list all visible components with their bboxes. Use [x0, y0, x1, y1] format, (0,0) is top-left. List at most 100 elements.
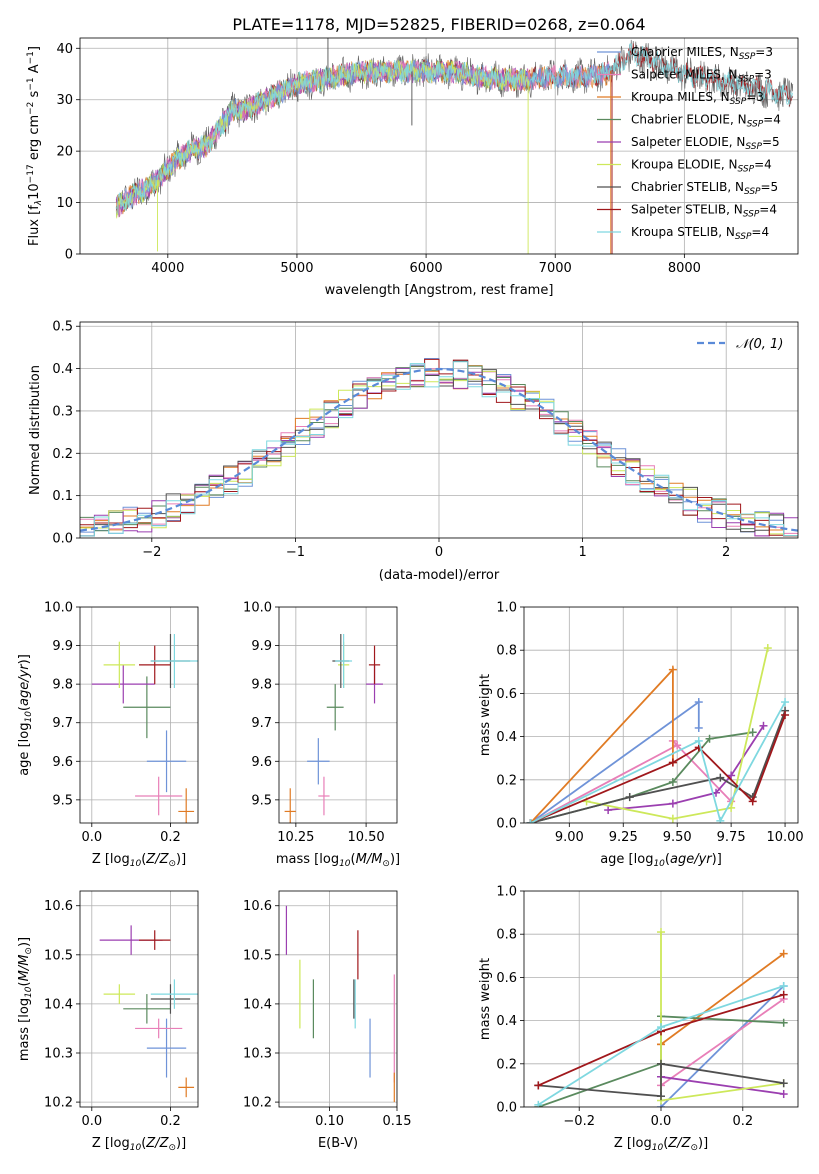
y-tick-label: 10.5 — [243, 948, 272, 963]
legend-label-salpeter_miles: Salpeter MILES, NSSP=3 — [631, 68, 772, 85]
spectrum-ylabel: Flux [fλ10−17 erg cm−2 s−1 A−1] — [26, 46, 44, 246]
y-tick-label: 10.0 — [243, 601, 272, 616]
spectrum-line-chabrier_miles — [115, 59, 610, 216]
weights_vs_Z-ylabel: mass weight — [478, 958, 493, 1040]
mass_vs_ebv-xlabel: E(B-V) — [318, 1136, 358, 1151]
legend-label-salpeter_elodie: Salpeter ELODIE, NSSP=5 — [631, 135, 780, 152]
x-tick-label: 0 — [435, 545, 443, 560]
x-tick-label: 2 — [722, 545, 730, 560]
y-tick-label: 9.7 — [251, 716, 272, 731]
mass_vs_Z-ylabel: mass [log10(M/M⊙)] — [17, 937, 34, 1061]
y-tick-label: 0.2 — [496, 773, 517, 788]
y-tick-label: 0.6 — [496, 687, 517, 702]
weight-line-chabrier_stelib — [538, 1062, 784, 1098]
x-tick-label: 9.25 — [609, 830, 638, 845]
weight-line-kroupa_miles — [660, 952, 785, 1046]
weights_vs_age-ylabel: mass weight — [478, 674, 493, 756]
y-tick-label: 10.2 — [44, 1096, 73, 1111]
y-tick-label: 0.3 — [52, 404, 73, 419]
age_vs_Z-plot — [80, 607, 198, 823]
axes-frame — [79, 890, 199, 1108]
mass_vs_Z-xlabel: Z [log10(Z/Z⊙)] — [92, 1136, 186, 1153]
y-tick-label: 0 — [65, 248, 73, 263]
x-tick-label: 0.2 — [160, 1114, 181, 1129]
weight-line-kroupa_miles — [529, 667, 674, 823]
spectrum-xlabel: wavelength [Angstrom, rest frame] — [325, 283, 554, 298]
x-tick-label: 10.25 — [277, 830, 314, 845]
x-tick-label: 9.75 — [717, 830, 746, 845]
weights_vs_Z-xlabel: Z [log10(Z/Z⊙)] — [614, 1136, 708, 1153]
weight-line-salpeter_miles — [660, 998, 785, 1087]
residual_hist-plot — [80, 322, 798, 538]
y-tick-label: 10 — [56, 196, 73, 211]
y-tick-label: 9.6 — [52, 755, 73, 770]
legend-label-kroupa_miles: Kroupa MILES, NSSP=3 — [631, 90, 764, 107]
y-tick-label: 10.6 — [243, 899, 272, 914]
spectrum-line-kroupa_stelib — [115, 42, 794, 211]
residual_hist-axes: −2 −1 0 1 2 0.0 0.1 0.2 0.3 0.4 0.5 (data-model)/er… — [28, 320, 799, 583]
age_vs_mass-xlabel: mass [log10(M/M⊙)] — [276, 852, 400, 869]
axes-frame — [523, 606, 799, 824]
age_vs_mass-plot — [279, 607, 397, 823]
y-tick-label: 9.8 — [52, 678, 73, 693]
x-tick-label: −1 — [286, 545, 305, 560]
y-tick-label: 1.0 — [496, 601, 517, 616]
normal-curve — [80, 367, 798, 532]
spectrum-plot — [80, 38, 798, 254]
legend-label-chabrier_elodie: Chabrier ELODIE, NSSP=4 — [631, 113, 781, 130]
y-tick-label: 9.9 — [52, 639, 73, 654]
y-tick-label: 9.5 — [251, 793, 272, 808]
hist-ylabel: Normed distribution — [28, 365, 43, 495]
spectrum-axes: 4000 5000 6000 7000 8000 0 10 20 30 40 wavelength … — [26, 37, 799, 298]
y-tick-label: 0.0 — [52, 532, 73, 547]
weights_vs_Z-axes: −0.2 0.0 0.2 0.0 0.2 0.4 0.6 0.8 1.0 Z [log10(Z/Z… — [478, 885, 799, 1153]
weight-line-salpeter_miles — [530, 740, 732, 823]
y-tick-label: 0.0 — [496, 817, 517, 832]
age_vs_mass-axes: 10.25 10.50 9.5 9.6 9.7 9.8 9.9 10.0 mass [log10… — [243, 601, 400, 870]
weight-line-kroupa_elodie — [586, 647, 769, 820]
y-tick-label: 10.3 — [243, 1047, 272, 1062]
y-tick-label: 10.4 — [243, 997, 272, 1012]
x-tick-label: 4000 — [151, 261, 184, 276]
weights_vs_age-plot — [524, 607, 798, 823]
y-tick-label: 9.5 — [52, 793, 73, 808]
y-tick-label: 0.1 — [52, 489, 73, 504]
figure-title: PLATE=1178, MJD=52825, FIBERID=0268, z=0… — [232, 15, 645, 34]
legend-label-salpeter_stelib: Salpeter STELIB, NSSP=4 — [631, 203, 777, 220]
hist-xlabel: (data-model)/error — [379, 568, 500, 583]
y-tick-label: 0.4 — [496, 730, 517, 745]
mass_vs_ebv-axes: 0.10 0.15 10.2 10.3 10.4 10.5 10.6 E(B-V) — [243, 890, 412, 1151]
y-tick-label: 1.0 — [496, 885, 517, 900]
legend-label-chabrier_stelib: Chabrier STELIB, NSSP=5 — [631, 180, 778, 197]
y-tick-label: 0.8 — [496, 644, 517, 659]
x-tick-label: 9.50 — [663, 830, 692, 845]
x-tick-label: 0.15 — [383, 1114, 412, 1129]
y-tick-label: 9.6 — [251, 755, 272, 770]
y-tick-label: 0.5 — [52, 320, 73, 335]
y-tick-label: 0.8 — [496, 928, 517, 943]
weight-line-chabrier_miles — [660, 985, 785, 1107]
legend-label-normal: 𝒩(0, 1) — [736, 337, 783, 352]
age_vs_Z-xlabel: Z [log10(Z/Z⊙)] — [92, 852, 186, 869]
histogram-kroupa_stelib — [80, 361, 798, 537]
y-tick-label: 0.2 — [496, 1057, 517, 1072]
y-tick-label: 40 — [56, 42, 73, 57]
axes-frame — [79, 606, 199, 824]
age_vs_Z-axes: 0.0 0.2 9.5 9.6 9.7 9.8 9.9 10.0 Z [log10(Z/Z⊙)]… — [17, 601, 199, 869]
y-tick-label: 10.4 — [44, 997, 73, 1012]
y-tick-label: 0.4 — [496, 1014, 517, 1029]
x-tick-label: −2 — [142, 545, 161, 560]
y-tick-label: 10.6 — [44, 899, 73, 914]
x-tick-label: 6000 — [410, 261, 443, 276]
x-tick-label: 0.0 — [81, 1114, 102, 1129]
x-tick-label: −0.2 — [563, 1114, 595, 1129]
y-tick-label: 10.3 — [44, 1047, 73, 1062]
legend-label-kroupa_stelib: Kroupa STELIB, NSSP=4 — [631, 225, 769, 242]
y-tick-label: 0.0 — [496, 1101, 517, 1116]
x-tick-label: 0.0 — [81, 830, 102, 845]
mass_vs_Z-axes: 0.0 0.2 10.2 10.3 10.4 10.5 10.6 Z [log10(Z/Z⊙)… — [17, 890, 199, 1153]
mass_vs_ebv-plot — [279, 891, 397, 1107]
legend-label-kroupa_elodie: Kroupa ELODIE, NSSP=4 — [631, 158, 772, 175]
weights_vs_age-xlabel: age [log10(age/yr)] — [600, 852, 722, 869]
